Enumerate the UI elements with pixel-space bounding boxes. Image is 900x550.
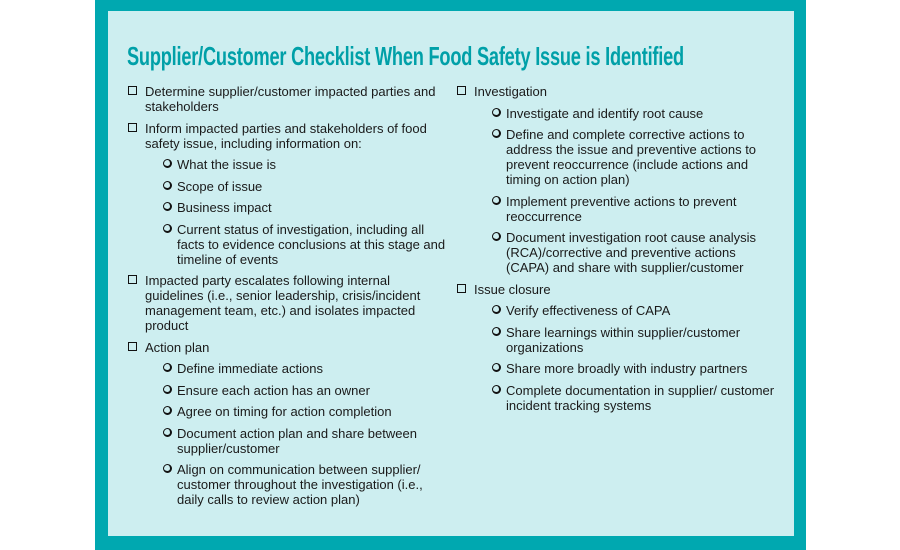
- circle-bullet-icon: [492, 195, 501, 205]
- checklist-subitem-text: Ensure each action has an owner: [177, 382, 370, 398]
- checklist-subitem: Align on communication between supplier/…: [128, 462, 446, 507]
- checkbox-icon[interactable]: [457, 283, 466, 293]
- checklist-subitem-text: Investigate and identify root cause: [506, 105, 704, 121]
- circle-bullet-icon: [492, 305, 501, 314]
- checklist-panel: Supplier/Customer Checklist When Food Sa…: [108, 11, 794, 536]
- checklist-subitem-text: Current status of investigation, includi…: [177, 221, 446, 267]
- checkbox-icon[interactable]: [128, 122, 137, 132]
- checklist-subitem-text: Agree on timing for action completion: [177, 404, 392, 419]
- checklist-item-text: Determine supplier/customer impacted par…: [145, 84, 436, 114]
- left-column: Determine supplier/customer impacted par…: [128, 84, 446, 507]
- checkbox-icon[interactable]: [128, 275, 137, 284]
- circle-bullet-icon: [492, 129, 501, 138]
- circle-bullet-icon: [163, 159, 172, 168]
- circle-bullet-icon: [492, 363, 501, 372]
- checklist-subitem-text: What the issue is: [177, 157, 276, 172]
- checklist-subitem: Agree on timing for action completion: [128, 404, 446, 419]
- checklist-item: Investigation: [457, 84, 775, 99]
- circle-bullet-icon: [163, 464, 172, 473]
- checklist-subitem: Define and complete corrective actions t…: [457, 127, 775, 187]
- checklist-subitem-text: Verify effectiveness of CAPA: [506, 303, 671, 318]
- checklist-subitem: Complete documentation in supplier/ cust…: [457, 383, 775, 413]
- checklist-subitem-text: Share more broadly with industry partner…: [506, 361, 748, 376]
- checklist-subitem: Ensure each action has an owner: [128, 383, 446, 398]
- checklist-subitem-text: Document action plan and share between s…: [177, 425, 417, 456]
- checklist-item: Impacted party escalates following inter…: [128, 273, 446, 333]
- checklist-subitem: Business impact: [128, 200, 446, 215]
- checklist-subitem: Document action plan and share between s…: [128, 426, 446, 456]
- page-title: Supplier/Customer Checklist When Food Sa…: [127, 41, 684, 71]
- checklist-subitem: What the issue is: [128, 157, 446, 172]
- checklist-item-text: Action plan: [145, 339, 210, 355]
- checklist-subitem: Verify effectiveness of CAPA: [457, 303, 775, 318]
- circle-bullet-icon: [163, 223, 172, 233]
- circle-bullet-icon: [163, 427, 172, 437]
- circle-bullet-icon: [163, 180, 172, 190]
- checklist-subitem-text: Complete documentation in supplier/ cust…: [506, 382, 775, 413]
- checkbox-icon[interactable]: [128, 341, 137, 351]
- checklist-subitem: Share more broadly with industry partner…: [457, 361, 775, 376]
- circle-bullet-icon: [163, 406, 172, 415]
- checklist-item-text: Impacted party escalates following inter…: [145, 273, 421, 333]
- checklist-subitem: Investigate and identify root cause: [457, 106, 775, 121]
- checklist-subitem: Share learnings within supplier/customer…: [457, 325, 775, 355]
- checklist-subitem: Implement preventive actions to prevent …: [457, 194, 775, 224]
- checklist-subitem-text: Share learnings within supplier/customer…: [506, 324, 741, 355]
- checklist-subitem-text: Business impact: [177, 200, 272, 215]
- circle-bullet-icon: [163, 384, 172, 394]
- checklist-subitem: Document investigation root cause analys…: [457, 230, 775, 275]
- checklist-subitem: Define immediate actions: [128, 361, 446, 376]
- checklist-item-text: Issue closure: [474, 281, 551, 297]
- circle-bullet-icon: [163, 202, 172, 211]
- circle-bullet-icon: [492, 107, 501, 117]
- checklist-item: Inform impacted parties and stakeholders…: [128, 121, 446, 151]
- circle-bullet-icon: [492, 384, 501, 394]
- checklist-subitem-text: Define immediate actions: [177, 361, 323, 376]
- checklist-subitem: Current status of investigation, includi…: [128, 222, 446, 267]
- checklist-item: Action plan: [128, 340, 446, 355]
- right-column: Investigation Investigate and identify ro…: [457, 84, 775, 413]
- checklist-item-text: Investigation: [474, 84, 547, 99]
- checkbox-icon[interactable]: [128, 86, 137, 95]
- checklist-frame: Supplier/Customer Checklist When Food Sa…: [95, 0, 806, 550]
- checklist-subitem-text: Document investigation root cause analys…: [506, 230, 757, 275]
- circle-bullet-icon: [492, 232, 501, 241]
- checklist-item: Issue closure: [457, 282, 775, 297]
- checklist-subitem-text: Implement preventive actions to prevent …: [506, 193, 737, 224]
- circle-bullet-icon: [163, 363, 172, 372]
- checklist-subitem-text: Define and complete corrective actions t…: [506, 127, 757, 187]
- checklist-subitem-text: Align on communication between supplier/…: [177, 462, 423, 507]
- checklist-subitem: Scope of issue: [128, 179, 446, 194]
- checklist-item: Determine supplier/customer impacted par…: [128, 84, 446, 114]
- checkbox-icon[interactable]: [457, 86, 466, 95]
- checklist-subitem-text: Scope of issue: [177, 178, 263, 194]
- circle-bullet-icon: [492, 326, 501, 336]
- checklist-item-text: Inform impacted parties and stakeholders…: [145, 120, 427, 151]
